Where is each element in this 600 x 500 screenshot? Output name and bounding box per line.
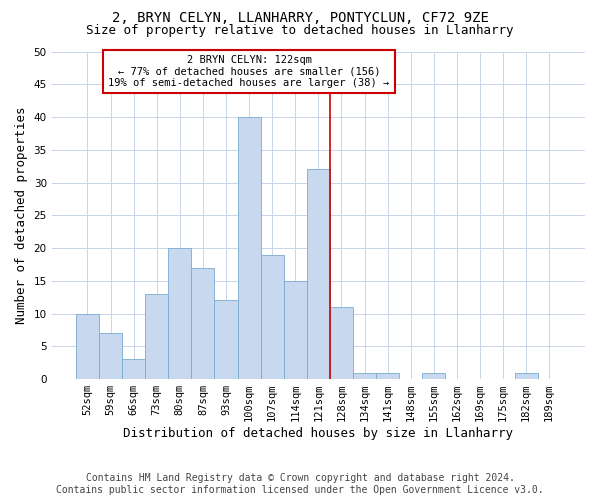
Bar [168,248,191,379]
Text: 2, BRYN CELYN, LLANHARRY, PONTYCLUN, CF72 9ZE: 2, BRYN CELYN, LLANHARRY, PONTYCLUN, CF7… [112,12,488,26]
Text: Size of property relative to detached houses in Llanharry: Size of property relative to detached ho… [86,24,514,37]
Bar [145,294,168,379]
Bar [284,281,307,379]
Bar [353,372,376,379]
Bar [260,254,284,379]
Bar [214,300,238,379]
Bar [76,314,99,379]
Bar [330,307,353,379]
X-axis label: Distribution of detached houses by size in Llanharry: Distribution of detached houses by size … [124,427,514,440]
Bar [238,117,260,379]
Bar [422,372,445,379]
Bar [307,170,330,379]
Text: 2 BRYN CELYN: 122sqm
← 77% of detached houses are smaller (156)
19% of semi-deta: 2 BRYN CELYN: 122sqm ← 77% of detached h… [109,55,389,88]
Bar [122,360,145,379]
Text: Contains HM Land Registry data © Crown copyright and database right 2024.
Contai: Contains HM Land Registry data © Crown c… [56,474,544,495]
Bar [99,333,122,379]
Bar [515,372,538,379]
Bar [376,372,399,379]
Bar [191,268,214,379]
Y-axis label: Number of detached properties: Number of detached properties [15,106,28,324]
